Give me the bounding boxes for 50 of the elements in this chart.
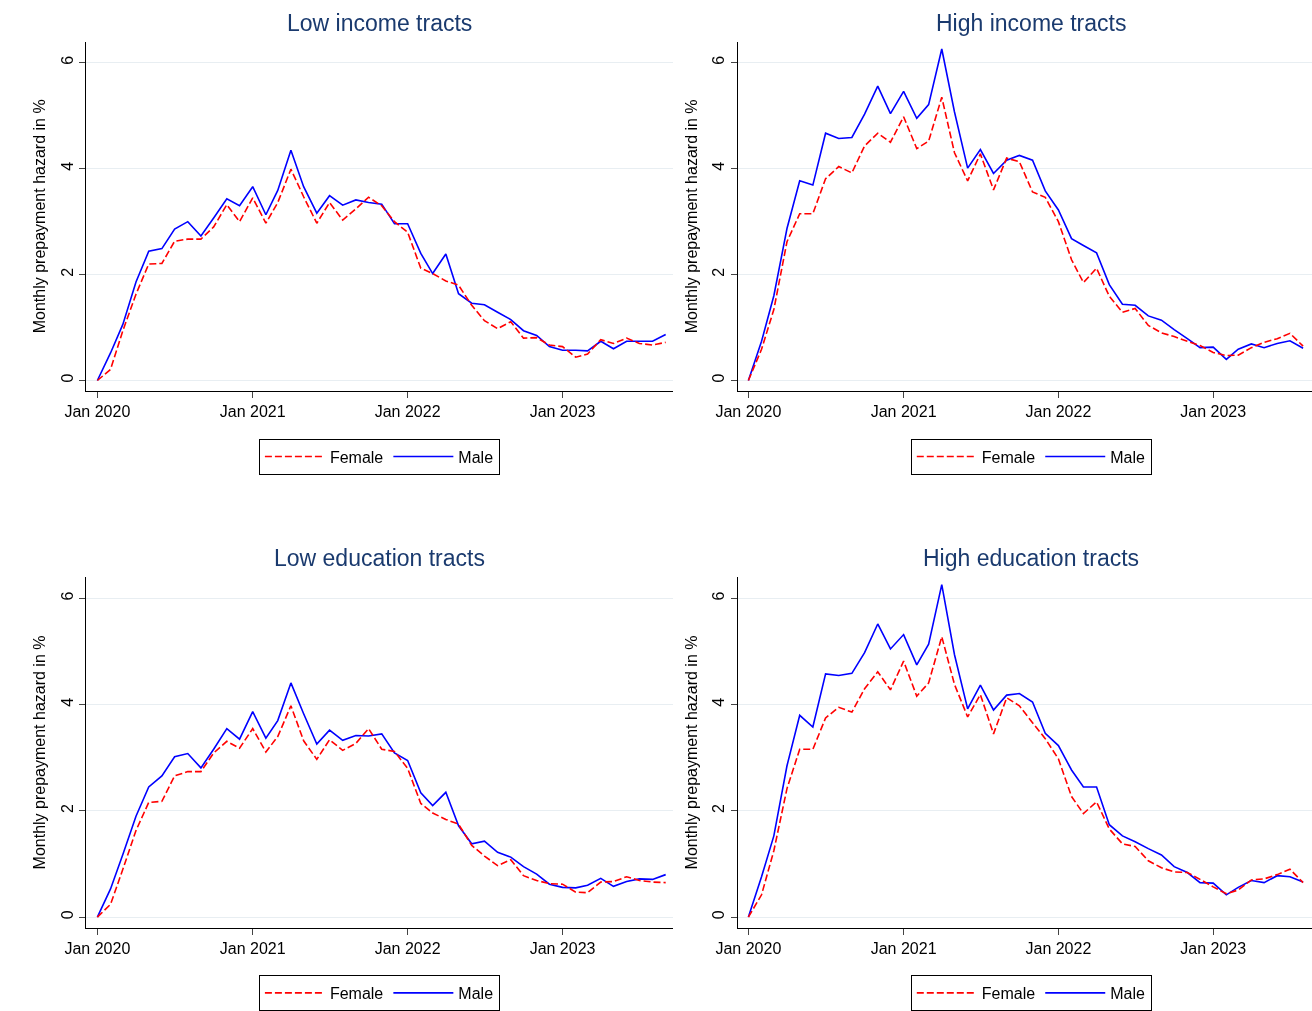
x-tick-label: Jan 2022 <box>1025 939 1092 957</box>
x-tick-label: Jan 2021 <box>219 939 286 957</box>
y-tick-label: 0 <box>58 373 76 383</box>
x-tick-label: Jan 2022 <box>374 939 441 957</box>
x-tick-label: Jan 2020 <box>64 939 131 957</box>
legend-label: Female <box>981 448 1036 466</box>
y-axis-title: Monthly prepayment hazard in % <box>683 635 701 870</box>
y-tick-label: 2 <box>58 267 76 277</box>
x-tick-label: Jan 2023 <box>529 939 596 957</box>
y-tick-label: 4 <box>58 697 76 707</box>
legend-label: Male <box>458 448 494 466</box>
y-tick-label: 2 <box>710 267 728 277</box>
y-tick-label: 6 <box>710 55 728 65</box>
x-tick-label: Jan 2021 <box>219 403 286 421</box>
x-tick-label: Jan 2022 <box>374 403 441 421</box>
x-tick-label: Jan 2023 <box>1180 403 1247 421</box>
x-tick-label: Jan 2022 <box>1025 403 1092 421</box>
x-tick-label: Jan 2023 <box>1180 939 1247 957</box>
y-axis-title: Monthly prepayment hazard in % <box>31 635 49 870</box>
legend-label: Male <box>1110 985 1146 1003</box>
y-axis-title: Monthly prepayment hazard in % <box>31 99 49 334</box>
x-tick-label: Jan 2021 <box>870 403 937 421</box>
chart-title: Low education tracts <box>274 545 485 571</box>
legend-label: Female <box>329 448 384 466</box>
y-tick-label: 2 <box>710 803 728 813</box>
line-series <box>747 635 1304 918</box>
x-tick-label: Jan 2020 <box>715 403 782 421</box>
y-tick-label: 0 <box>710 910 728 920</box>
x-tick-label: Jan 2020 <box>715 939 782 957</box>
chart-title: Low income tracts <box>287 10 473 36</box>
y-tick-label: 0 <box>58 910 76 920</box>
y-tick-label: 6 <box>58 591 76 601</box>
x-tick-label: Jan 2020 <box>64 403 131 421</box>
legend-label: Male <box>458 985 494 1003</box>
x-tick-label: Jan 2021 <box>870 939 937 957</box>
legend-label: Female <box>981 985 1036 1003</box>
legend-label: Female <box>329 985 384 1003</box>
y-tick-label: 0 <box>710 373 728 383</box>
legend-label: Male <box>1110 448 1146 466</box>
y-tick-label: 6 <box>58 55 76 65</box>
chart-title: High education tracts <box>923 545 1140 571</box>
y-axis-title: Monthly prepayment hazard in % <box>683 99 701 334</box>
y-tick-label: 2 <box>58 803 76 813</box>
y-tick-label: 4 <box>710 697 728 707</box>
line-series <box>747 583 1304 918</box>
x-tick-label: Jan 2023 <box>529 403 596 421</box>
y-tick-label: 4 <box>58 161 76 171</box>
y-tick-label: 6 <box>710 591 728 601</box>
chart-title: High income tracts <box>936 10 1127 36</box>
y-tick-label: 4 <box>710 161 728 171</box>
